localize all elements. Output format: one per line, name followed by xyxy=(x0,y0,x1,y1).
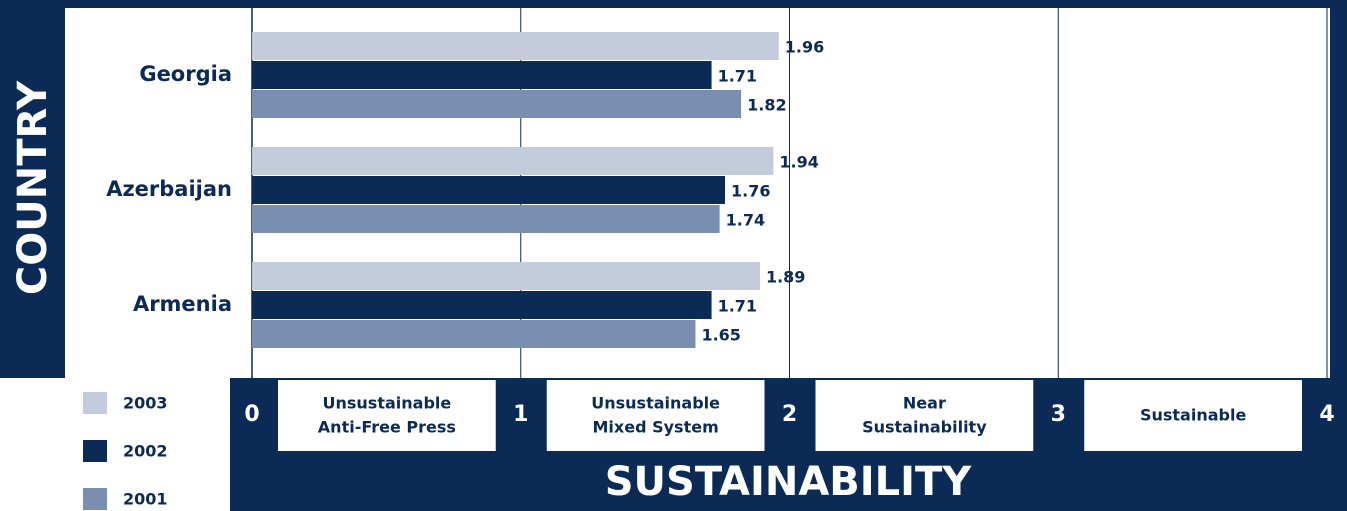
bar xyxy=(252,61,712,89)
y-axis-label: COUNTRY xyxy=(10,80,56,295)
bar xyxy=(252,291,712,319)
legend-swatch xyxy=(83,488,107,510)
value-label: 1.74 xyxy=(726,211,765,230)
bar xyxy=(252,176,725,204)
zone-box xyxy=(1084,380,1302,451)
legend-label: 2001 xyxy=(123,490,168,509)
legend-swatch xyxy=(83,392,107,414)
legend-swatch xyxy=(83,440,107,462)
zone-label: Mixed System xyxy=(593,418,719,437)
x-tick-label: 0 xyxy=(244,402,259,427)
value-label: 1.76 xyxy=(731,182,770,201)
x-axis-label: SUSTAINABILITY xyxy=(605,459,973,505)
zone-box xyxy=(815,380,1034,451)
bar xyxy=(252,147,774,175)
zone-box xyxy=(278,380,496,451)
bar xyxy=(252,205,720,233)
value-label: 1.96 xyxy=(785,38,824,57)
zone-label: Unsustainable xyxy=(591,394,720,413)
value-label: 1.71 xyxy=(718,297,757,316)
bar xyxy=(252,320,696,348)
zone-box xyxy=(546,380,765,451)
value-label: 1.82 xyxy=(747,96,786,115)
value-label: 1.65 xyxy=(701,326,740,345)
x-tick-label: 3 xyxy=(1051,402,1066,427)
x-tick-label: 4 xyxy=(1319,402,1334,427)
value-label: 1.89 xyxy=(766,268,805,287)
zone-label: Sustainable xyxy=(1140,406,1246,425)
value-label: 1.94 xyxy=(779,153,818,172)
bar xyxy=(252,90,742,118)
legend-label: 2002 xyxy=(123,442,168,461)
x-tick-label: 2 xyxy=(782,402,797,427)
value-label: 1.71 xyxy=(718,67,757,86)
category-label: Armenia xyxy=(133,292,232,316)
zone-label: Anti-Free Press xyxy=(318,418,456,437)
zone-label: Near xyxy=(903,394,946,413)
x-tick-label: 1 xyxy=(513,402,528,427)
legend-label: 2003 xyxy=(123,394,168,413)
category-label: Georgia xyxy=(139,62,232,86)
legend-area xyxy=(0,378,230,511)
zone-label: Sustainability xyxy=(862,418,987,437)
bar xyxy=(252,32,779,60)
zone-label: Unsustainable xyxy=(323,394,452,413)
category-label: Azerbaijan xyxy=(106,177,232,201)
bar xyxy=(252,262,760,290)
